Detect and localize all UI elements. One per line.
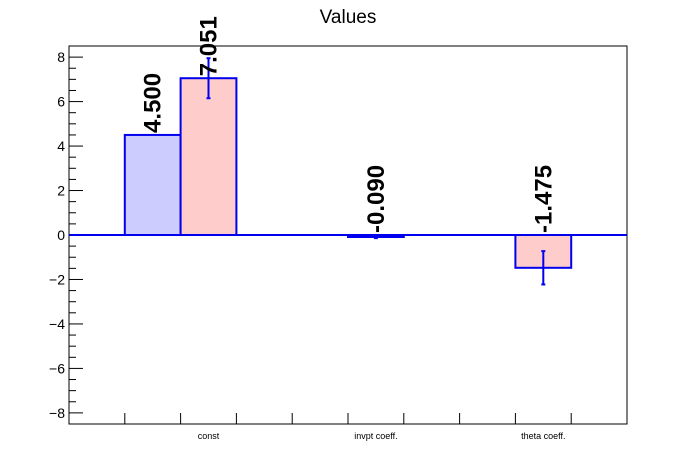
y-tick-label: 6 — [57, 94, 65, 110]
bar-value-label: -1.475 — [530, 165, 557, 233]
y-tick-label: 8 — [57, 49, 65, 65]
y-tick-label: 0 — [57, 227, 65, 243]
bars-layer — [123, 77, 573, 269]
y-tick-label: −2 — [49, 271, 65, 287]
x-category-label: theta coeff. — [521, 431, 565, 441]
bar — [179, 77, 238, 236]
y-tick-label: −8 — [49, 405, 65, 421]
data-labels-layer: 4.500 7.051 -0.090 -1.475 — [140, 16, 558, 233]
bar-value-label: 7.051 — [196, 16, 223, 76]
x-category-label: const — [198, 431, 220, 441]
x-category-label: invpt coeff. — [354, 431, 397, 441]
chart-title: Values — [320, 7, 377, 28]
y-tick-label: −4 — [49, 316, 65, 332]
y-tick-label: 4 — [57, 138, 65, 154]
y-tick-label: −6 — [49, 360, 65, 376]
y-tick-label: 2 — [57, 183, 65, 199]
bar-value-label: -0.090 — [363, 165, 390, 233]
bar — [123, 133, 182, 236]
x-axis: const invpt coeff. theta coeff. — [124, 413, 572, 441]
bar-value-label: 4.500 — [140, 73, 167, 133]
error-bars-layer — [206, 57, 546, 286]
